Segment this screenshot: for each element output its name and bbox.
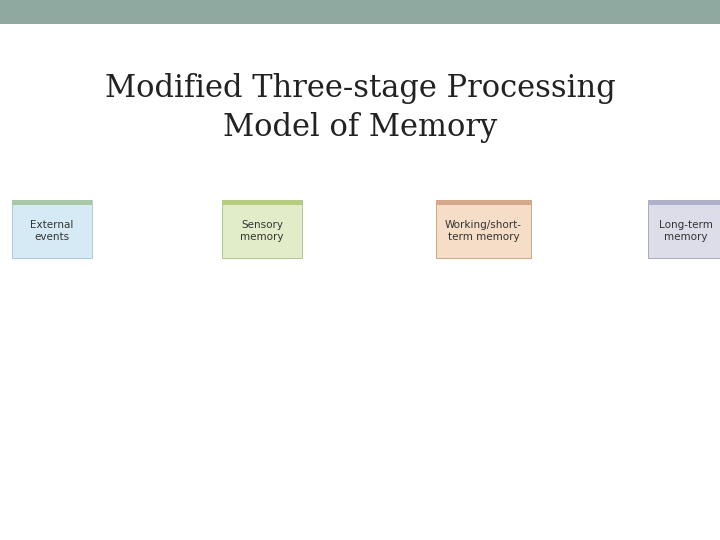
Bar: [0, 0, 720, 24]
Bar: [648, 200, 720, 205]
Text: Modified Three-stage Processing
Model of Memory: Modified Three-stage Processing Model of…: [104, 73, 616, 143]
Bar: [436, 200, 531, 258]
Bar: [648, 200, 720, 258]
Bar: [12, 200, 92, 258]
Text: External
events: External events: [30, 220, 73, 242]
Text: Sensory
memory: Sensory memory: [240, 220, 284, 242]
Text: Long-term
memory: Long-term memory: [659, 220, 712, 242]
Bar: [222, 200, 302, 258]
Bar: [222, 200, 302, 205]
Bar: [12, 200, 92, 205]
Bar: [436, 200, 531, 205]
Text: Working/short-
term memory: Working/short- term memory: [445, 220, 522, 242]
